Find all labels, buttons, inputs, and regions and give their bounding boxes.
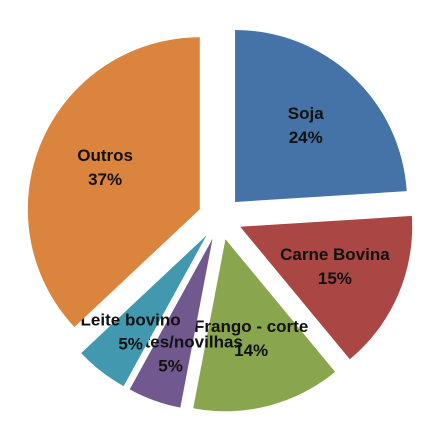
- slice-name: Leite bovino: [81, 311, 181, 330]
- slice-name: Carne Bovina: [280, 245, 390, 264]
- slice-value: 15%: [318, 269, 352, 288]
- pie-slice: [81, 235, 207, 387]
- pie-slice: [235, 29, 407, 202]
- slice-name: Outros: [77, 146, 133, 165]
- slice-value: 5%: [118, 335, 143, 354]
- pie-slice: [240, 215, 413, 360]
- slice-value: 37%: [88, 170, 122, 189]
- pie-slice: [193, 239, 336, 412]
- slice-value: 24%: [289, 128, 323, 147]
- slice-name: Soja: [288, 104, 324, 123]
- slice-value: 5%: [158, 357, 183, 376]
- slice-name: Frango - corte: [194, 317, 308, 336]
- pie-slice: [27, 37, 200, 328]
- pie-slice: [129, 238, 213, 408]
- slice-value: 14%: [234, 341, 268, 360]
